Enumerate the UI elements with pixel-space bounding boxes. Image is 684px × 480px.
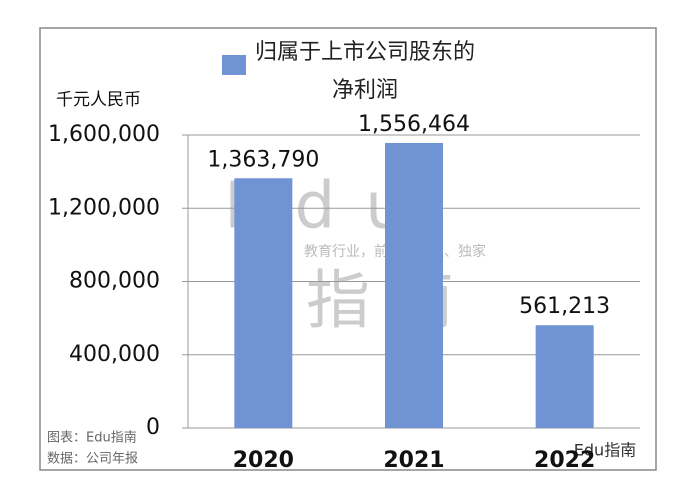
footer-brand: Edu指南 xyxy=(574,441,636,460)
legend-swatch xyxy=(222,55,246,75)
x-tick-label: 2020 xyxy=(233,448,294,473)
bar xyxy=(535,325,594,428)
legend-label: 归属于上市公司股东的净利润 xyxy=(254,40,475,103)
y-tick-label: 0 xyxy=(146,415,160,440)
frame xyxy=(39,27,657,471)
x-tick-label: 2022 xyxy=(534,448,595,473)
bar xyxy=(385,142,443,428)
y-unit-label: 千元人民币 xyxy=(56,90,141,110)
data-label: 561,213 xyxy=(519,294,610,319)
x-tick-label: 2021 xyxy=(383,448,444,473)
y-tick-label: 1,200,000 xyxy=(48,195,160,220)
y-tick-label: 1,600,000 xyxy=(48,122,160,147)
data-label: 1,556,464 xyxy=(358,112,470,137)
source-note: 数据：公司年报 xyxy=(47,452,138,467)
bar xyxy=(234,178,293,428)
y-tick-label: 800,000 xyxy=(69,269,160,294)
source-note: 图表：Edu指南 xyxy=(47,430,137,446)
data-label: 1,363,790 xyxy=(207,147,319,172)
y-tick-label: 400,000 xyxy=(69,342,160,367)
